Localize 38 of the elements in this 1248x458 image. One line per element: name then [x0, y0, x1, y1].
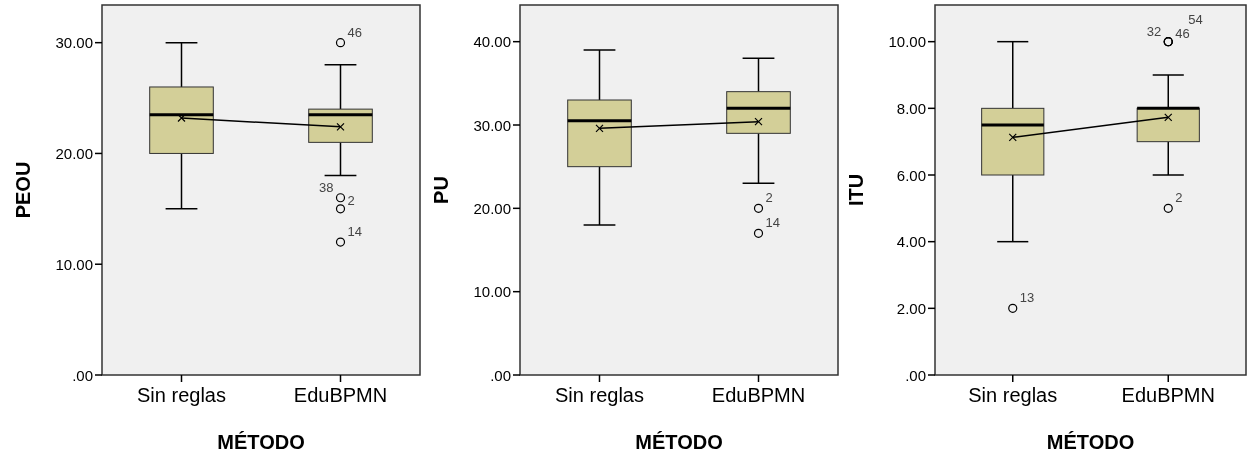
annotation: 32: [1146, 23, 1162, 39]
y-tick-label: 30.00: [473, 116, 511, 134]
x-tick-label: EduBPMN: [293, 384, 388, 406]
y-tick-label: 20.00: [55, 144, 93, 162]
x-tick-label: EduBPMN: [1121, 384, 1215, 406]
y-tick-label: 30.00: [55, 34, 93, 52]
y-tick-label: .00: [72, 366, 93, 384]
y-tick-label: .00: [490, 366, 511, 384]
y-axis-title: PU: [430, 176, 452, 204]
annotation: 2: [765, 190, 773, 206]
annotation: 13: [1019, 290, 1035, 306]
y-axis-title: PEOU: [12, 161, 34, 219]
x-axis-title: MÉTODO: [1046, 431, 1135, 453]
y-tick-label: 10.00: [888, 33, 926, 51]
y-tick-label: 6.00: [896, 166, 926, 184]
y-tick-label: 40.00: [473, 33, 511, 51]
annotation: 46: [1175, 25, 1190, 41]
annotation: 2: [1175, 190, 1183, 206]
x-axis-title: MÉTODO: [217, 431, 305, 453]
annotation: 2: [347, 192, 355, 208]
y-tick-label: .00: [905, 366, 926, 384]
x-axis-title: MÉTODO: [635, 431, 723, 453]
y-tick-label: 2.00: [896, 299, 926, 317]
y-tick-label: 4.00: [896, 233, 926, 251]
y-axis-title: ITU: [845, 173, 867, 207]
x-tick-label: EduBPMN: [711, 384, 806, 406]
x-tick-label: Sin reglas: [555, 384, 644, 406]
annotation: 14: [765, 215, 780, 231]
y-tick-label: 10.00: [55, 255, 93, 273]
annotation: 14: [347, 224, 362, 240]
y-tick-label: 8.00: [896, 99, 926, 117]
annotation: 38: [319, 179, 334, 195]
x-tick-label: Sin reglas: [968, 384, 1058, 406]
annotation: 54: [1188, 11, 1203, 27]
y-tick-label: 10.00: [473, 283, 511, 301]
y-tick-label: 20.00: [473, 199, 511, 217]
annotation: 46: [347, 24, 362, 40]
x-tick-label: Sin reglas: [137, 384, 226, 406]
